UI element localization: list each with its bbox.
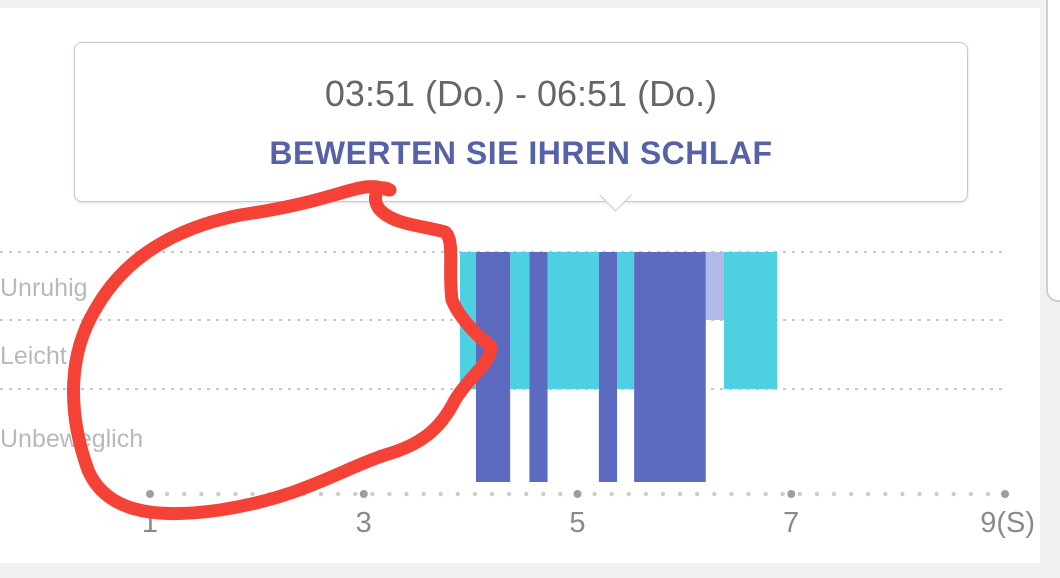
sleep-segment-leicht-9 — [723, 252, 778, 389]
x-tick-mark-1 — [359, 490, 368, 498]
y-label-leicht: Leicht — [0, 342, 67, 370]
sleep-segment-unbeweglich-7 — [634, 252, 706, 482]
chart-bars — [459, 252, 778, 482]
axis-dot — [370, 491, 375, 497]
axis-dot — [524, 491, 529, 497]
axis-dot — [233, 491, 238, 497]
chart-grid — [0, 251, 1005, 390]
axis-dot — [712, 491, 717, 497]
axis-dot — [353, 491, 358, 497]
axis-dot — [592, 491, 597, 497]
adjacent-card-edge — [1046, 0, 1060, 302]
axis-dot — [814, 491, 820, 497]
axis-dot — [677, 491, 683, 497]
axis-dot — [848, 491, 854, 497]
axis-dot — [917, 491, 922, 497]
axis-dot — [541, 491, 546, 497]
axis-dot — [951, 491, 956, 497]
x-tick-mark-0 — [146, 490, 154, 498]
axis-dot — [164, 491, 170, 497]
axis-dot — [216, 491, 221, 497]
axis-dot — [643, 491, 649, 497]
axis-dot — [506, 491, 512, 497]
x-tick-mark-2 — [573, 490, 582, 498]
axis-dot — [968, 491, 973, 497]
tooltip-time-range: 03:51 (Do.) - 06:51 (Do.) — [324, 73, 718, 114]
axis-dot — [387, 491, 392, 497]
axis-dot — [199, 491, 204, 497]
axis-dot — [489, 491, 495, 497]
axis-dot — [985, 491, 991, 497]
annotation-scribble — [67, 180, 498, 521]
axis-dot — [883, 491, 888, 497]
axis-dot — [780, 491, 785, 497]
rate-sleep-link[interactable]: BEWERTEN SIE IHREN SCHLAF — [269, 135, 773, 171]
axis-dot — [695, 491, 700, 497]
axis-dot — [438, 491, 443, 497]
axis-dot — [797, 491, 802, 497]
axis-dot — [335, 491, 341, 497]
axis-dot — [609, 491, 614, 497]
axis-dot — [746, 491, 751, 497]
axis-dot — [404, 491, 409, 497]
x-tick-label-3: 7 — [783, 507, 799, 539]
axis-dot — [250, 491, 255, 497]
axis-dot — [934, 491, 939, 497]
x-tick-mark-3 — [787, 490, 796, 498]
axis-dot — [455, 491, 460, 497]
axis-dot — [660, 491, 666, 497]
x-tick-label-2: 5 — [569, 507, 585, 539]
y-label-unruhig: Unruhig — [0, 274, 88, 302]
axis-dot — [558, 491, 563, 497]
x-tick-label-4: 9(S) — [980, 507, 1035, 539]
axis-dot — [626, 491, 631, 497]
axis-dot — [831, 491, 837, 497]
sleep-segment-unbeweglich-3 — [529, 252, 548, 482]
sleep-tooltip[interactable]: 03:51 (Do.) - 06:51 (Do.) BEWERTEN SIE I… — [74, 42, 968, 202]
axis-dot — [900, 491, 905, 497]
axis-dot — [318, 491, 324, 497]
axis-dot — [182, 491, 187, 497]
sleep-segment-unbeweglich-5 — [598, 252, 618, 482]
x-tick-mark-4 — [1001, 490, 1009, 498]
axis-dot — [866, 491, 871, 497]
sleep-segment-leicht-2 — [510, 252, 530, 389]
axis-dot — [421, 491, 426, 497]
axis-dot — [729, 491, 734, 497]
x-tick-label-1: 3 — [356, 507, 372, 539]
axis-dot — [472, 491, 478, 497]
axis-dot — [763, 491, 768, 497]
sleep-segment-unruhig-8 — [705, 252, 724, 320]
x-axis: 1 3 5 7 9(S) — [142, 490, 1035, 539]
sleep-segment-leicht-6 — [617, 252, 635, 389]
sleep-segment-leicht-4 — [547, 252, 599, 389]
